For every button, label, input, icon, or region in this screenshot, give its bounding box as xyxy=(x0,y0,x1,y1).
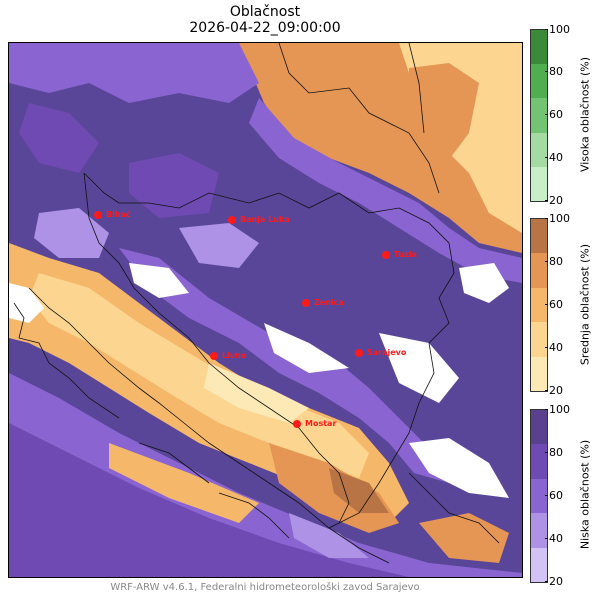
colorbar-tick: 20 xyxy=(545,194,563,207)
city-label: Bihać xyxy=(106,209,131,219)
clear-sky-zenica xyxy=(264,323,349,373)
colorbar-segment xyxy=(531,253,547,288)
colorbar-segment xyxy=(531,356,547,391)
clear-sky-coast-nw xyxy=(9,283,44,323)
low-cloud-band-ne xyxy=(249,98,522,283)
colorbar-tick: 100 xyxy=(545,23,570,36)
city-zenica[interactable]: Zenica xyxy=(302,298,344,307)
city-marker-dot xyxy=(302,299,310,307)
colorbar-segment xyxy=(531,30,547,65)
colorbar-segment xyxy=(531,513,547,548)
map-title: Oblačnost xyxy=(229,4,301,20)
city-marker-dot xyxy=(382,251,390,259)
city-livno[interactable]: Livno xyxy=(210,351,247,360)
colorbar-segment xyxy=(531,64,547,99)
city-tuzla[interactable]: Tuzla xyxy=(382,250,417,259)
colorbar-tick: 100 xyxy=(545,403,570,416)
map-timestamp: 2026-04-22_09:00:00 xyxy=(189,20,341,36)
colorbar-label-medium: Srednja oblačnost (%) xyxy=(578,243,592,366)
colorbar-segment xyxy=(531,166,547,201)
colorbar-segment xyxy=(531,444,547,479)
low-cloud-diagonal-band xyxy=(119,248,449,483)
colorbar-label-low: Niska oblačnost (%) xyxy=(578,439,592,550)
colorbar-segment xyxy=(531,478,547,514)
colorbar-high-cloud xyxy=(530,29,548,202)
medium-cloud-livno-pale xyxy=(204,363,309,423)
city-marker-dot xyxy=(94,211,102,219)
low-cloud-nw xyxy=(9,43,259,103)
low-cloud-adriatic-dark xyxy=(9,423,409,577)
clear-sky-southeast xyxy=(409,438,509,498)
colorbar-tick: 80 xyxy=(545,255,563,268)
medium-cloud-mostar-core xyxy=(329,468,389,513)
colorbar-tick: 80 xyxy=(545,65,563,78)
city-label: Livno xyxy=(222,351,247,360)
colorbar-tick: 40 xyxy=(545,341,563,354)
colorbar-medium-cloud xyxy=(530,218,548,392)
map-canvas: Bihać Banja Luka Tuzla Zenica Livno Sara… xyxy=(9,43,522,577)
model-credit-footer: WRF-ARW v4.6.1, Federalni hidrometeorolo… xyxy=(110,582,420,593)
colorbar-tick: 60 xyxy=(545,298,563,311)
medium-cloud-coast-patch xyxy=(109,443,259,523)
colorbar-segment xyxy=(531,98,547,133)
colorbar-segment xyxy=(531,132,547,167)
country-borders xyxy=(13,43,500,564)
cloud-cover-map: Bihać Banja Luka Tuzla Zenica Livno Sara… xyxy=(8,42,523,578)
city-markers: Bihać Banja Luka Tuzla Zenica Livno Sara… xyxy=(94,209,417,428)
colorbar-label-high: Visoka oblačnost (%) xyxy=(578,56,592,173)
city-label: Sarajevo xyxy=(367,348,407,357)
colorbar-tick: 20 xyxy=(545,384,563,397)
colorbar-tick: 40 xyxy=(545,151,563,164)
city-marker-dot xyxy=(293,420,301,428)
colorbar-tick: 20 xyxy=(545,575,563,588)
city-marker-dot xyxy=(210,352,218,360)
clear-sky-east xyxy=(459,263,509,303)
city-label: Banja Luka xyxy=(240,215,290,224)
city-marker-dot xyxy=(228,216,236,224)
colorbar-segment xyxy=(531,547,547,582)
city-marker-dot xyxy=(355,349,363,357)
colorbar-segment xyxy=(531,410,547,445)
low-cloud-nw-patch xyxy=(19,103,99,173)
city-label: Tuzla xyxy=(394,250,417,259)
city-label: Zenica xyxy=(314,298,344,307)
colorbar-segment xyxy=(531,287,547,323)
colorbar-low-cloud xyxy=(530,409,548,583)
colorbar-tick: 60 xyxy=(545,108,563,121)
city-sarajevo[interactable]: Sarajevo xyxy=(355,348,407,357)
city-mostar[interactable]: Mostar xyxy=(293,419,336,428)
colorbar-segment xyxy=(531,219,547,254)
city-bihac[interactable]: Bihać xyxy=(94,209,131,219)
low-cloud-central-patch xyxy=(129,153,219,218)
city-label: Mostar xyxy=(305,419,336,428)
medium-cloud-southwest-light xyxy=(29,273,369,478)
low-cloud-coast-light xyxy=(289,513,369,558)
city-banja-luka[interactable]: Banja Luka xyxy=(228,215,290,224)
colorbar-tick: 80 xyxy=(545,446,563,459)
colorbar-tick: 100 xyxy=(545,212,570,225)
colorbar-segment xyxy=(531,322,547,357)
medium-cloud-montenegro xyxy=(419,513,509,563)
clear-sky-sarajevo xyxy=(379,333,459,403)
colorbar-tick: 60 xyxy=(545,489,563,502)
medium-cloud-northeast-core xyxy=(409,63,479,173)
low-cloud-banjaluka-patch xyxy=(179,223,259,268)
colorbar-tick: 40 xyxy=(545,532,563,545)
clear-sky-west xyxy=(129,263,189,298)
